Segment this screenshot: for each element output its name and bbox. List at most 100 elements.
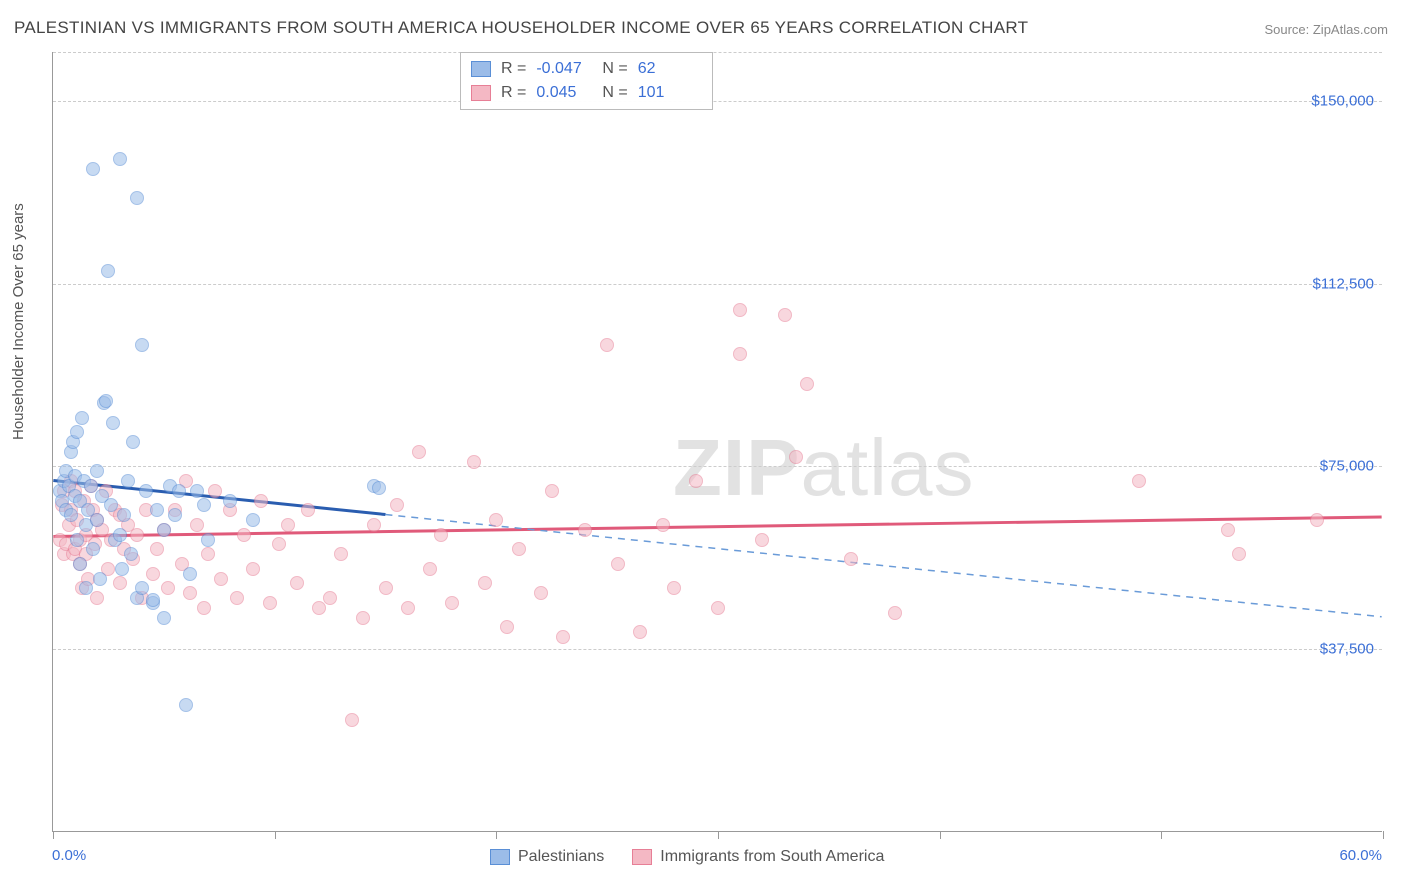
y-tick-label: $37,500 bbox=[1320, 641, 1374, 658]
scatter-point bbox=[90, 591, 104, 605]
scatter-point bbox=[1132, 474, 1146, 488]
legend-item-2: Immigrants from South America bbox=[632, 848, 884, 866]
scatter-point bbox=[197, 498, 211, 512]
scatter-point bbox=[168, 508, 182, 522]
scatter-point bbox=[201, 533, 215, 547]
scatter-point bbox=[101, 264, 115, 278]
scatter-point bbox=[223, 494, 237, 508]
scatter-point bbox=[130, 191, 144, 205]
stats-box: R = -0.047 N = 62 R = 0.045 N = 101 bbox=[460, 52, 713, 110]
scatter-point bbox=[1310, 513, 1324, 527]
scatter-point bbox=[86, 542, 100, 556]
stats-row-2: R = 0.045 N = 101 bbox=[471, 81, 694, 105]
scatter-point bbox=[733, 347, 747, 361]
scatter-point bbox=[183, 586, 197, 600]
grid-line bbox=[53, 466, 1382, 467]
scatter-point bbox=[312, 601, 326, 615]
scatter-point bbox=[208, 484, 222, 498]
scatter-point bbox=[214, 572, 228, 586]
scatter-point bbox=[390, 498, 404, 512]
scatter-point bbox=[478, 576, 492, 590]
scatter-point bbox=[733, 303, 747, 317]
scatter-point bbox=[115, 562, 129, 576]
scatter-point bbox=[117, 508, 131, 522]
scatter-point bbox=[372, 481, 386, 495]
scatter-point bbox=[124, 547, 138, 561]
scatter-point bbox=[323, 591, 337, 605]
scatter-point bbox=[445, 596, 459, 610]
scatter-point bbox=[230, 591, 244, 605]
watermark: ZIPatlas bbox=[673, 422, 974, 514]
scatter-point bbox=[126, 435, 140, 449]
legend-swatch-2 bbox=[632, 849, 652, 865]
scatter-point bbox=[755, 533, 769, 547]
scatter-point bbox=[135, 581, 149, 595]
scatter-point bbox=[272, 537, 286, 551]
scatter-point bbox=[157, 611, 171, 625]
scatter-point bbox=[197, 601, 211, 615]
scatter-point bbox=[290, 576, 304, 590]
scatter-point bbox=[800, 377, 814, 391]
y-tick-label: $75,000 bbox=[1320, 458, 1374, 475]
scatter-point bbox=[113, 576, 127, 590]
grid-line bbox=[53, 649, 1382, 650]
scatter-point bbox=[93, 572, 107, 586]
x-axis-max-label: 60.0% bbox=[1339, 847, 1382, 864]
scatter-point bbox=[500, 620, 514, 634]
scatter-point bbox=[190, 518, 204, 532]
x-tick bbox=[53, 831, 54, 839]
legend-label-1: Palestinians bbox=[518, 848, 604, 866]
scatter-point bbox=[179, 698, 193, 712]
y-tick-label: $112,500 bbox=[1313, 275, 1374, 292]
scatter-point bbox=[301, 503, 315, 517]
scatter-point bbox=[135, 338, 149, 352]
scatter-point bbox=[1221, 523, 1235, 537]
scatter-point bbox=[246, 562, 260, 576]
scatter-point bbox=[379, 581, 393, 595]
scatter-point bbox=[778, 308, 792, 322]
scatter-point bbox=[667, 581, 681, 595]
scatter-point bbox=[106, 416, 120, 430]
scatter-point bbox=[467, 455, 481, 469]
scatter-point bbox=[888, 606, 902, 620]
legend-swatch-1 bbox=[490, 849, 510, 865]
scatter-point bbox=[157, 523, 171, 537]
scatter-point bbox=[656, 518, 670, 532]
plot-area: ZIPatlas $37,500 $75,000 $112,500 $150,000 bbox=[52, 52, 1382, 832]
scatter-point bbox=[345, 713, 359, 727]
x-tick bbox=[275, 831, 276, 839]
x-tick bbox=[1383, 831, 1384, 839]
x-tick bbox=[940, 831, 941, 839]
scatter-point bbox=[434, 528, 448, 542]
swatch-series-2 bbox=[471, 85, 491, 101]
scatter-point bbox=[130, 528, 144, 542]
legend-item-1: Palestinians bbox=[490, 848, 604, 866]
scatter-point bbox=[183, 567, 197, 581]
scatter-point bbox=[263, 596, 277, 610]
scatter-point bbox=[237, 528, 251, 542]
x-tick bbox=[718, 831, 719, 839]
scatter-point bbox=[281, 518, 295, 532]
scatter-point bbox=[90, 464, 104, 478]
scatter-point bbox=[150, 503, 164, 517]
x-tick bbox=[1161, 831, 1162, 839]
scatter-point bbox=[79, 581, 93, 595]
legend-label-2: Immigrants from South America bbox=[660, 848, 884, 866]
x-tick bbox=[496, 831, 497, 839]
scatter-point bbox=[70, 425, 84, 439]
scatter-point bbox=[789, 450, 803, 464]
scatter-point bbox=[70, 533, 84, 547]
trend-lines-svg bbox=[53, 52, 1382, 831]
y-tick-label: $150,000 bbox=[1311, 92, 1374, 109]
scatter-point bbox=[578, 523, 592, 537]
scatter-point bbox=[423, 562, 437, 576]
scatter-point bbox=[556, 630, 570, 644]
scatter-point bbox=[334, 547, 348, 561]
scatter-point bbox=[356, 611, 370, 625]
scatter-point bbox=[534, 586, 548, 600]
scatter-point bbox=[689, 474, 703, 488]
scatter-point bbox=[633, 625, 647, 639]
scatter-point bbox=[113, 152, 127, 166]
scatter-point bbox=[86, 162, 100, 176]
scatter-point bbox=[512, 542, 526, 556]
